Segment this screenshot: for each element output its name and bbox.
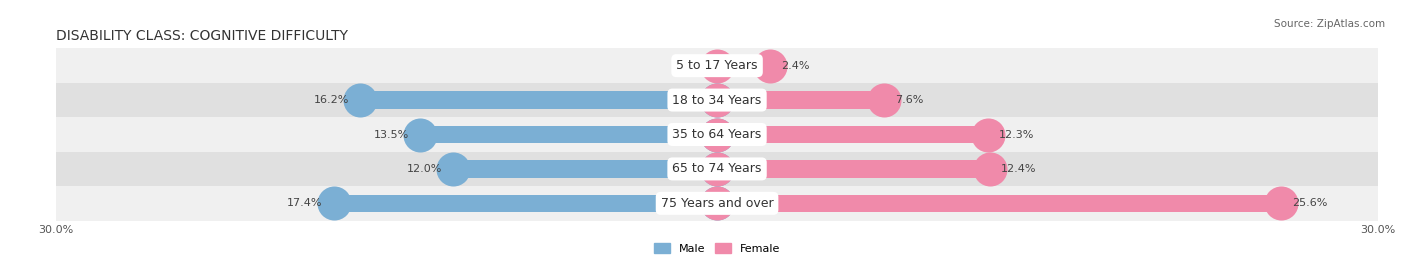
Bar [333, 195, 717, 212]
Text: 75 Years and over: 75 Years and over [661, 197, 773, 210]
Legend: Male, Female: Male, Female [650, 238, 785, 258]
Bar [56, 152, 1378, 186]
Bar [360, 91, 717, 109]
Bar [717, 91, 884, 109]
Bar [453, 160, 717, 178]
Text: 18 to 34 Years: 18 to 34 Years [672, 94, 762, 107]
Bar [717, 57, 770, 74]
Bar [56, 48, 1378, 83]
Bar [419, 126, 717, 143]
Text: 7.6%: 7.6% [896, 95, 924, 105]
Bar [717, 126, 988, 143]
Text: 13.5%: 13.5% [374, 129, 409, 140]
Text: 5 to 17 Years: 5 to 17 Years [676, 59, 758, 72]
Text: 16.2%: 16.2% [314, 95, 349, 105]
Bar [56, 117, 1378, 152]
Text: 35 to 64 Years: 35 to 64 Years [672, 128, 762, 141]
Bar [717, 195, 1281, 212]
Text: DISABILITY CLASS: COGNITIVE DIFFICULTY: DISABILITY CLASS: COGNITIVE DIFFICULTY [56, 29, 349, 43]
Text: Source: ZipAtlas.com: Source: ZipAtlas.com [1274, 19, 1385, 29]
Bar [56, 186, 1378, 221]
Text: 12.0%: 12.0% [406, 164, 441, 174]
Text: 17.4%: 17.4% [287, 198, 323, 208]
Bar [717, 160, 990, 178]
Bar [56, 83, 1378, 117]
Text: 0.0%: 0.0% [678, 61, 706, 71]
Text: 25.6%: 25.6% [1292, 198, 1327, 208]
Text: 12.3%: 12.3% [1000, 129, 1035, 140]
Text: 2.4%: 2.4% [780, 61, 810, 71]
Text: 12.4%: 12.4% [1001, 164, 1036, 174]
Text: 65 to 74 Years: 65 to 74 Years [672, 162, 762, 175]
